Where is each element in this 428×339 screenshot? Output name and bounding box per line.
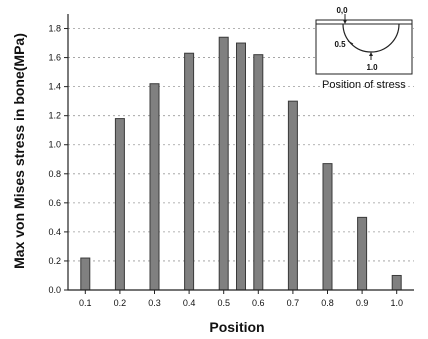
inset-arrowhead-bottom xyxy=(369,52,373,56)
bar-0 xyxy=(80,257,91,291)
inset-frame xyxy=(315,19,413,75)
bar-6 xyxy=(253,54,264,291)
x-tick-label-5: 0.6 xyxy=(252,298,265,308)
y-axis-title: Max von Mises stress in bone(MPa) xyxy=(11,33,27,269)
inset-label-top: 0,0 xyxy=(336,6,348,15)
bar-5 xyxy=(236,42,246,291)
y-tick-label-5: 1.0 xyxy=(48,140,61,150)
bar-9 xyxy=(357,216,368,291)
x-tick-label-0: 0.1 xyxy=(79,298,92,308)
x-axis-title: Position xyxy=(209,319,264,335)
y-tick-label-7: 1.4 xyxy=(48,82,61,92)
bar-2 xyxy=(149,83,160,291)
x-tick-label-8: 0.9 xyxy=(356,298,369,308)
inset-arrow-mid xyxy=(347,40,354,45)
y-tick-label-9: 1.8 xyxy=(48,24,61,34)
bar-1 xyxy=(114,118,125,291)
x-tick-label-9: 1.0 xyxy=(390,298,403,308)
bar-3 xyxy=(184,52,195,291)
y-tick-label-3: 0.6 xyxy=(48,198,61,208)
inset-label-mid: 0.5 xyxy=(334,40,346,49)
inset-caption: Position of stress xyxy=(322,79,406,91)
bar-4 xyxy=(218,36,229,291)
bar-10 xyxy=(391,274,402,291)
y-tick-label-4: 0.8 xyxy=(48,169,61,179)
inset-arrowhead-top xyxy=(343,20,347,24)
x-tick-label-4: 0.5 xyxy=(217,298,230,308)
x-ticks: 0.1 0.2 0.3 0.4 0.5 0.6 0.7 0.8 0.9 1.0 xyxy=(79,290,403,308)
y-ticks: 0.0 0.2 0.4 0.6 0.8 1.0 1.2 1.4 1.6 1.8 xyxy=(48,24,68,295)
bar-7 xyxy=(287,100,298,291)
bars xyxy=(80,36,402,291)
y-tick-label-6: 1.2 xyxy=(48,111,61,121)
y-tick-label-8: 1.6 xyxy=(48,53,61,63)
inset-diagram: 0,0 0.5 1.0 Position of stress xyxy=(315,6,413,91)
x-tick-label-1: 0.2 xyxy=(114,298,127,308)
bar-8 xyxy=(322,163,333,291)
x-tick-label-2: 0.3 xyxy=(148,298,161,308)
inset-label-bottom: 1.0 xyxy=(366,63,378,72)
y-tick-label-2: 0.4 xyxy=(48,227,61,237)
y-tick-label-0: 0.0 xyxy=(48,285,61,295)
x-tick-label-3: 0.4 xyxy=(183,298,196,308)
x-tick-label-7: 0.8 xyxy=(321,298,334,308)
x-tick-label-6: 0.7 xyxy=(287,298,300,308)
y-tick-label-1: 0.2 xyxy=(48,256,61,266)
